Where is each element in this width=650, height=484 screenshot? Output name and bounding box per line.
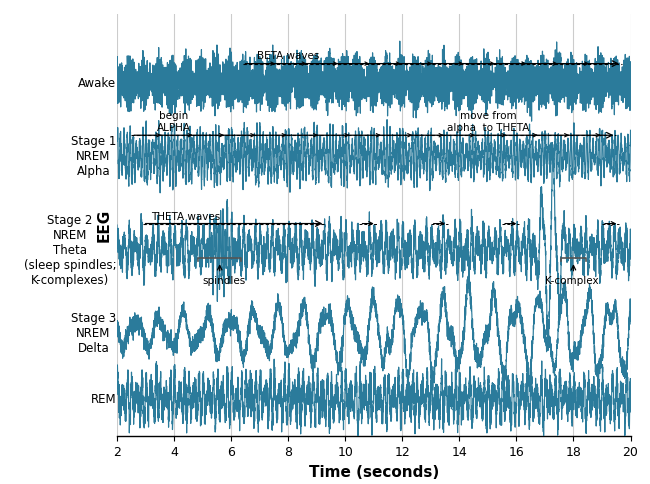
X-axis label: Time (seconds): Time (seconds) <box>309 464 439 479</box>
Text: THETA waves: THETA waves <box>151 212 220 222</box>
Text: Stage 3
NREM
Delta: Stage 3 NREM Delta <box>71 311 116 354</box>
Text: BETA waves: BETA waves <box>257 51 319 61</box>
Text: begin
ALPHA: begin ALPHA <box>157 111 191 133</box>
Text: Awake: Awake <box>78 76 116 90</box>
Y-axis label: EEG: EEG <box>96 209 111 242</box>
Text: Stage 1
NREM
Alpha: Stage 1 NREM Alpha <box>71 135 116 178</box>
Text: move from
alpha  to THETA: move from alpha to THETA <box>447 111 529 133</box>
Text: REM: REM <box>90 393 116 406</box>
Text: spindles: spindles <box>203 275 246 286</box>
Text: K-complex: K-complex <box>545 275 599 286</box>
Text: Stage 2
NREM
Theta
(sleep spindles;
K-complexes): Stage 2 NREM Theta (sleep spindles; K-co… <box>23 213 116 286</box>
